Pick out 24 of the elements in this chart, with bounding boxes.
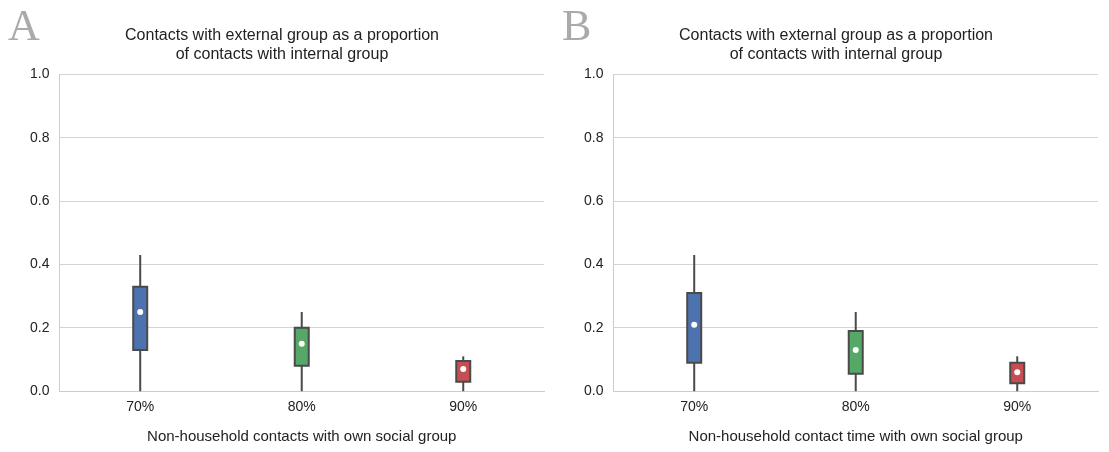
x-tick-label: 80% [287, 398, 316, 415]
x-tick-label: 90% [449, 398, 478, 415]
x-tick-label: 90% [1003, 398, 1032, 415]
text: B [562, 0, 592, 51]
y-tick-label: 0.2 [29, 318, 50, 335]
y-tick-label: 0.4 [583, 255, 604, 272]
y-tick-label: 0.0 [29, 382, 50, 399]
x-axis-title: Non-household contacts with own social group [147, 427, 457, 445]
y-tick-label: 0.6 [29, 191, 50, 208]
y-tick-label: 0.8 [583, 128, 604, 145]
y-tick-label: 0.8 [29, 128, 50, 145]
chart-title: Contacts with external group as a proportion of contacts with internal group [679, 26, 993, 63]
x-axis-title: Non-household contact time with own social group [688, 427, 1023, 445]
x-tick-label: 80% [841, 398, 870, 415]
y-tick-label: 0.0 [583, 382, 604, 399]
chart-title: Contacts with external group as a proportion of contacts with internal group [125, 26, 439, 63]
y-tick-label: 0.2 [583, 318, 604, 335]
text: A [8, 0, 40, 51]
y-tick-label: 1.0 [29, 65, 50, 82]
x-tick-label: 70% [680, 398, 709, 415]
y-tick-label: 0.4 [29, 255, 50, 272]
x-tick-label: 70% [126, 398, 155, 415]
y-tick-label: 1.0 [583, 65, 604, 82]
y-tick-label: 0.6 [583, 191, 604, 208]
